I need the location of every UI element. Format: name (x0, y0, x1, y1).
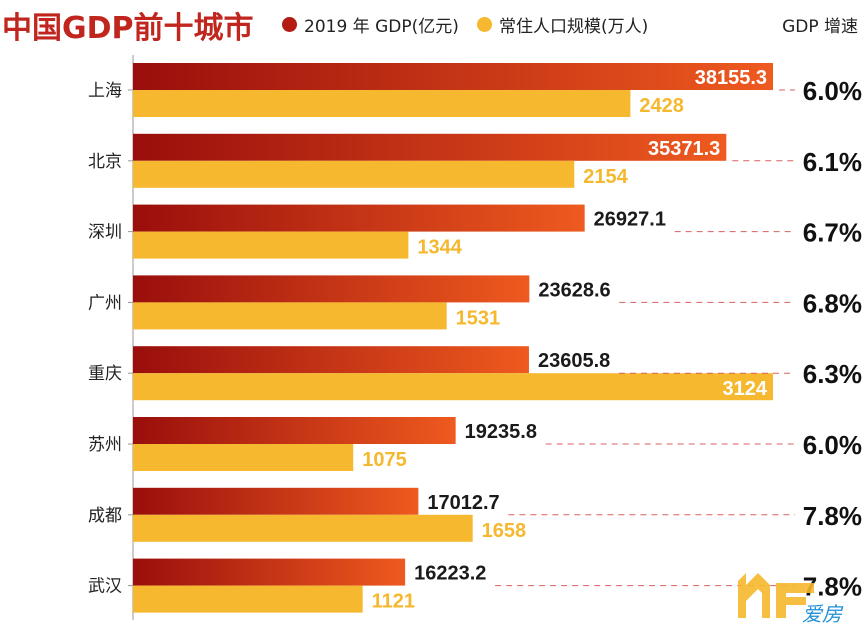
gdp-value-label: 26927.1 (594, 209, 666, 231)
gdp-value-label: 16223.2 (414, 563, 486, 585)
population-bar (133, 514, 473, 542)
growth-rate-label: 6.8% (803, 288, 862, 318)
category-label: 苏州 (88, 435, 122, 455)
gdp-value-label: 17012.7 (427, 492, 499, 514)
population-value-label: 1658 (482, 520, 527, 542)
population-bar (133, 231, 409, 259)
population-bar (133, 160, 575, 188)
gdp-value-label: 23605.8 (538, 350, 610, 372)
population-value-label: 2428 (639, 95, 684, 117)
population-bar (133, 444, 354, 471)
chart-title: 中国GDP前十城市 (2, 11, 254, 46)
category-label: 上海 (88, 81, 122, 101)
category-label: 北京 (88, 152, 122, 172)
legend-item-gdp: 2019 年 GDP(亿元) (282, 12, 459, 37)
gdp-value-label: 35371.3 (648, 138, 720, 160)
population-bar (133, 373, 773, 401)
growth-rate-label: 6.0% (803, 76, 862, 106)
population-value-label: 1344 (417, 237, 462, 259)
population-value-label: 1531 (456, 307, 501, 329)
population-bar (133, 585, 363, 613)
growth-rate-label: 6.7% (803, 218, 862, 248)
gdp-value-label: 19235.8 (465, 421, 537, 443)
growth-rate-label: 6.1% (803, 147, 862, 177)
growth-rate-label: 7.8% (803, 501, 862, 531)
category-label: 广州 (88, 293, 122, 313)
category-label: 武汉 (88, 577, 122, 597)
legend-population-dot (477, 17, 492, 32)
gdp-bar (133, 63, 773, 90)
watermark-text: 爱房 (802, 602, 844, 623)
gdp-value-label: 38155.3 (695, 67, 767, 89)
gdp-bar (133, 133, 727, 161)
category-label: 重庆 (88, 364, 122, 384)
legend-gdp-dot (282, 17, 297, 32)
population-bar (133, 90, 631, 117)
population-value-label: 1075 (362, 449, 407, 471)
house-logo-icon: 爱房 (738, 573, 844, 626)
gdp-bar (133, 346, 529, 374)
gdp-bar (133, 204, 585, 232)
category-label: 成都 (88, 506, 122, 526)
legend-gdp-label: 2019 年 GDP(亿元) (304, 17, 459, 37)
gdp-bar (133, 558, 406, 586)
population-value-label: 3124 (723, 378, 768, 400)
gdp-bar (133, 487, 419, 515)
gdp-bar (133, 275, 530, 303)
population-value-label: 1121 (372, 591, 415, 613)
growth-rate-header: GDP 增速 (782, 17, 858, 37)
growth-rate-label: 6.3% (803, 359, 862, 389)
population-value-label: 2154 (583, 166, 628, 188)
growth-rate-label: 6.0% (803, 430, 862, 460)
legend-item-population: 常住人口规模(万人) (477, 12, 648, 37)
population-bar (133, 302, 447, 330)
gdp-bar (133, 417, 456, 444)
watermark-logo: 爱房 (736, 563, 846, 627)
legend-population-label: 常住人口规模(万人) (499, 17, 649, 37)
category-label: 深圳 (88, 223, 122, 243)
gdp-value-label: 23628.6 (538, 279, 610, 301)
